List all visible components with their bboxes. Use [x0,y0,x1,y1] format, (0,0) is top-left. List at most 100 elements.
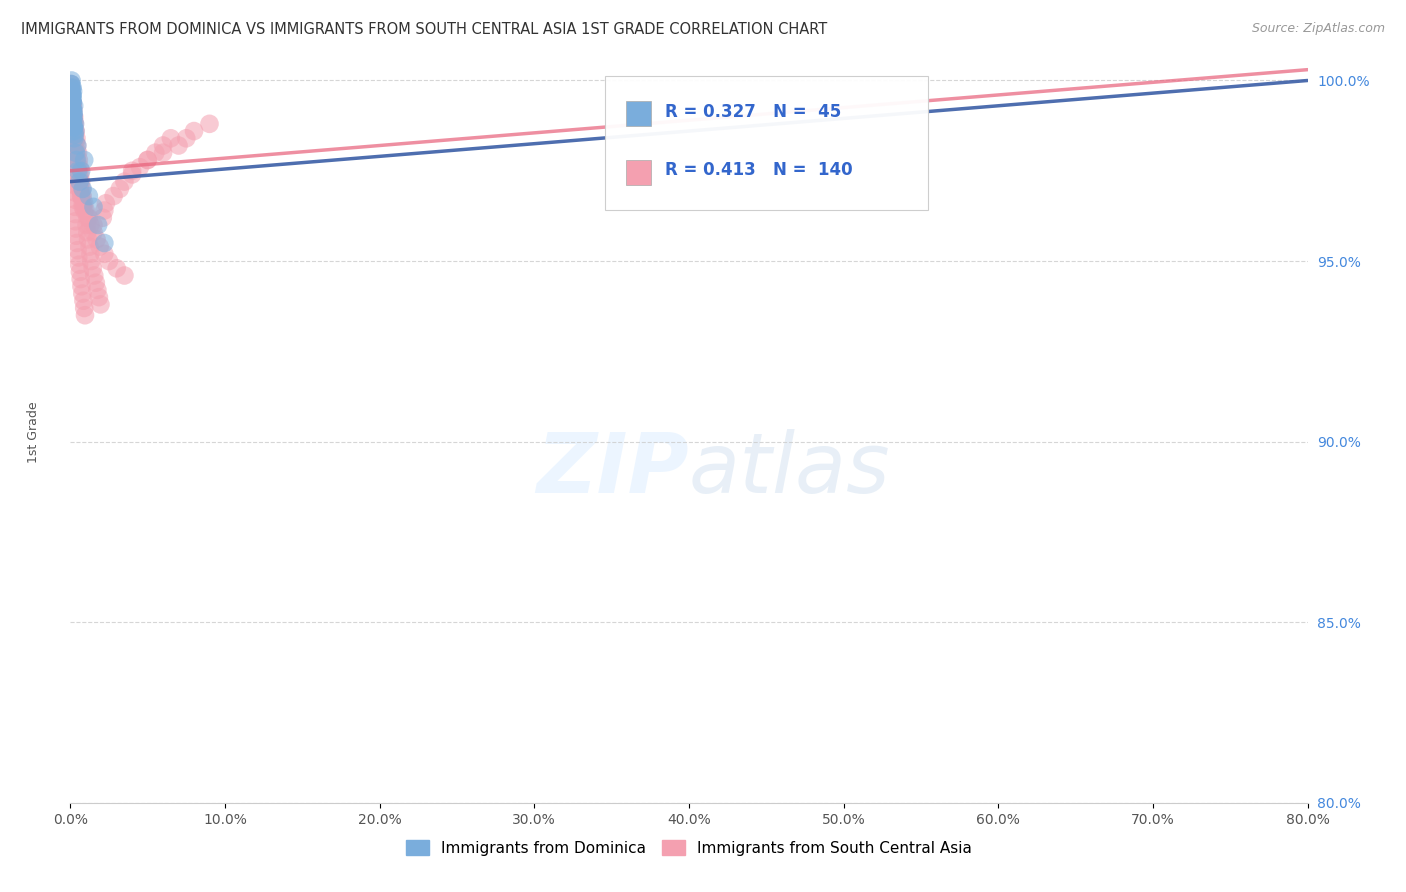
Point [69,182,91,196]
Text: R = 0.413   N =  140: R = 0.413 N = 140 [665,161,852,179]
Point [152,138,174,153]
Point [62,95,84,110]
Point [60,110,83,124]
Point [73,153,96,167]
Point [60,120,83,135]
Point [60,103,83,117]
Point [114,268,135,283]
Point [65,135,87,149]
Point [59,80,82,95]
Point [62,142,84,156]
Point [62,99,84,113]
Point [72,182,94,196]
Point [66,153,89,167]
Point [86,283,108,297]
Point [67,168,90,182]
Point [60,91,83,105]
Point [62,120,84,135]
Point [70,163,93,178]
Point [62,124,84,138]
Point [65,131,87,145]
Point [62,103,84,117]
Point [69,160,91,174]
Point [87,218,110,232]
Point [98,254,120,268]
Point [82,200,105,214]
Point [60,84,83,98]
Point [62,131,84,145]
Point [60,84,83,98]
Point [129,160,152,174]
Point [76,211,98,225]
Point [77,232,100,246]
Point [60,87,83,102]
Point [67,258,90,272]
Point [60,95,83,110]
Point [75,203,97,218]
Point [60,113,83,128]
Point [62,149,84,163]
Point [60,117,83,131]
Point [70,189,93,203]
Point [59,87,82,102]
Point [63,128,86,142]
Point [70,279,93,293]
Point [136,153,159,167]
Point [60,95,83,110]
Point [60,80,83,95]
Point [63,145,86,160]
Point [60,106,83,120]
Point [62,120,84,135]
Point [62,113,84,128]
Point [60,73,83,87]
Point [62,120,84,135]
Point [63,120,86,135]
Point [121,168,143,182]
Point [65,221,87,235]
Text: R = 0.327   N =  45: R = 0.327 N = 45 [665,103,841,120]
Point [60,87,83,102]
Point [62,110,84,124]
Point [73,203,96,218]
Point [62,106,84,120]
Point [70,175,93,189]
Point [62,124,84,138]
Point [82,261,104,276]
Point [136,153,159,167]
Point [63,200,86,214]
Point [63,193,86,207]
Point [65,228,87,243]
Point [66,138,89,153]
Point [67,251,90,265]
Point [76,225,98,239]
Point [79,239,101,253]
Point [183,124,205,138]
Point [60,99,83,113]
Point [65,153,87,167]
Point [60,91,83,105]
Point [89,297,111,311]
Point [63,110,86,124]
Point [77,211,100,225]
Point [108,182,131,196]
Point [60,103,83,117]
Point [63,99,86,113]
Point [62,103,84,117]
Point [67,163,90,178]
Point [94,196,117,211]
Point [62,117,84,131]
Point [60,87,83,102]
Point [69,182,91,196]
Text: atlas: atlas [689,429,890,510]
Point [65,145,87,160]
Point [69,168,91,182]
Point [73,196,96,211]
Point [63,117,86,131]
Point [62,91,84,105]
Point [60,103,83,117]
Point [160,131,183,145]
Point [84,276,107,290]
Point [60,99,83,113]
Point [62,128,84,142]
Point [89,239,111,253]
